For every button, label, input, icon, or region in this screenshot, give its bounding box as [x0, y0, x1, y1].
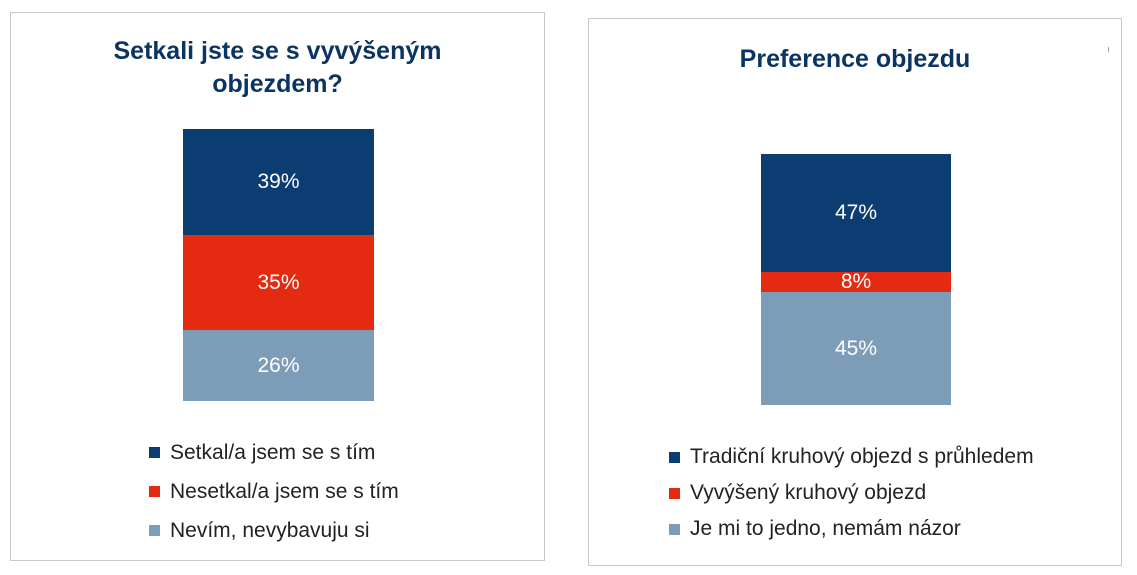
tick-mark — [1108, 47, 1109, 52]
bar-segment: 8% — [761, 270, 951, 294]
legend-label: Vyvýšený kruhový objezd — [690, 481, 927, 504]
chart-title: Setkali jste se s vyvýšeným objezdem? — [113, 37, 442, 98]
legend-swatch — [149, 525, 160, 536]
chart-panel-right: Preference objezdu 47% 8% 45% Tradiční kru… — [588, 18, 1122, 566]
legend-item: Vyvýšený kruhový objezd — [669, 475, 1034, 511]
bar-segment: 45% — [761, 292, 951, 405]
legend-swatch — [669, 487, 680, 499]
stacked-bar: 39% 35% 26% — [183, 129, 374, 401]
bar-segment: 35% — [183, 235, 374, 331]
chart-panel-left: Setkali jste se s vyvýšeným objezdem? 39… — [10, 12, 545, 561]
legend-swatch — [149, 486, 160, 497]
chart-legend: Tradiční kruhový objezd s průhledem Vyvýš… — [669, 439, 1034, 547]
data-label: 47% — [834, 200, 878, 224]
legend-label: Tradiční kruhový objezd s průhledem — [690, 445, 1034, 468]
legend-label: Setkal/a jsem se s tím — [170, 440, 376, 464]
legend-label: Je mi to jedno, nemám názor — [690, 517, 961, 540]
legend-item: Je mi to jedno, nemám názor — [669, 511, 1034, 547]
bar-segment: 39% — [183, 129, 374, 236]
legend-swatch — [149, 447, 160, 458]
legend-item: Setkal/a jsem se s tím — [149, 433, 399, 472]
data-label: 26% — [257, 353, 300, 377]
legend-item: Nevím, nevybavuju si — [149, 511, 399, 550]
legend-item: Tradiční kruhový objezd s průhledem — [669, 439, 1034, 475]
stacked-bar: 47% 8% 45% — [761, 154, 951, 405]
chart-legend: Setkal/a jsem se s tím Nesetkal/a jsem se… — [149, 433, 399, 550]
legend-swatch — [669, 451, 680, 463]
data-label: 45% — [834, 336, 878, 360]
data-label: 39% — [257, 170, 300, 194]
legend-item: Nesetkal/a jsem se s tím — [149, 472, 399, 511]
bar-segment: 47% — [761, 154, 951, 272]
chart-title: Preference objezdu — [739, 45, 971, 73]
legend-label: Nevím, nevybavuju si — [170, 518, 370, 542]
legend-label: Nesetkal/a jsem se s tím — [170, 479, 399, 503]
bar-segment: 26% — [183, 330, 374, 401]
data-label: 8% — [840, 270, 872, 294]
data-label: 35% — [257, 270, 300, 294]
legend-swatch — [669, 523, 680, 535]
